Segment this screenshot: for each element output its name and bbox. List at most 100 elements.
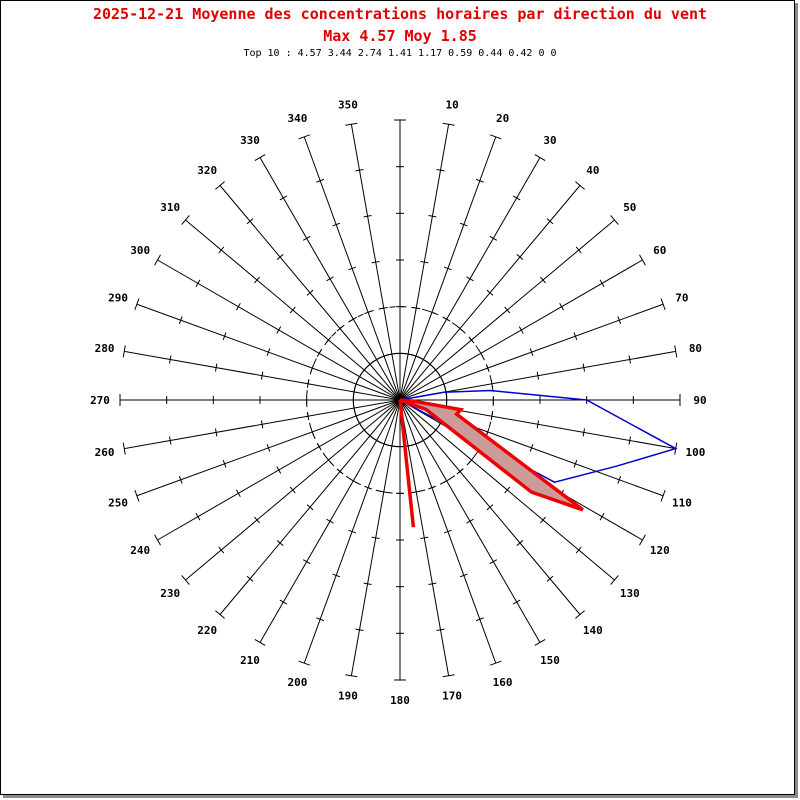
tick-80-3: [536, 371, 540, 380]
direction-label-30: 30: [543, 134, 556, 147]
tick-280-3: [260, 371, 264, 380]
direction-label-270: 270: [90, 394, 110, 407]
direction-label-220: 220: [197, 624, 217, 637]
direction-label-110: 110: [672, 497, 692, 510]
tick-190-6: [345, 674, 358, 678]
top10-label: Top 10 :: [243, 48, 298, 59]
tick-230-4: [254, 516, 260, 524]
tick-150-2: [442, 478, 451, 484]
tick-290-2: [310, 364, 315, 373]
tick-200-2: [364, 485, 373, 490]
tick-250-6: [134, 489, 140, 502]
tick-240-2: [316, 442, 322, 451]
tick-130-1: [432, 426, 439, 434]
tick-60-1: [437, 372, 443, 381]
tick-60-4: [559, 302, 565, 311]
direction-label-170: 170: [442, 689, 462, 702]
direction-label-150: 150: [540, 654, 560, 667]
tick-140-5: [546, 575, 554, 582]
tick-200-3: [348, 529, 357, 534]
tick-20-5: [475, 178, 484, 183]
tick-30-4: [489, 235, 498, 241]
tick-30-3: [466, 276, 474, 282]
tick-280-4: [214, 363, 218, 372]
tick-300-6: [154, 254, 161, 266]
chart-stats: Max 4.57 Moy 1.85: [323, 27, 477, 45]
direction-labels: 10 20 30 40 50 60 70 80 90 100 110 120 130 140 150 160 1…: [90, 99, 707, 707]
tick-50-3: [504, 306, 511, 314]
tick-200-1: [380, 442, 388, 446]
tick-50-1: [432, 366, 439, 374]
tick-140-2: [456, 468, 464, 475]
tick-50-2: [468, 336, 475, 344]
tick-220-4: [276, 540, 284, 546]
direction-label-240: 240: [130, 544, 150, 557]
tick-30-2: [442, 316, 451, 322]
tick-110-3: [529, 443, 534, 452]
tick-250-2: [310, 427, 315, 436]
tick-140-1: [426, 432, 434, 439]
tick-190-3: [371, 536, 380, 540]
tick-220-1: [366, 432, 374, 439]
direction-label-300: 300: [130, 244, 150, 257]
tick-300-5: [195, 279, 201, 288]
direction-label-260: 260: [95, 446, 115, 459]
tick-170-3: [420, 536, 429, 540]
tick-260-5: [169, 436, 172, 445]
tick-150-4: [489, 559, 498, 565]
tick-350-4: [363, 214, 372, 218]
tick-40-1: [426, 361, 434, 368]
tick-20-3: [443, 266, 452, 271]
direction-label-160: 160: [493, 676, 513, 689]
direction-label-180: 180: [390, 694, 410, 707]
tick-170-6: [442, 674, 455, 678]
tick-80-5: [628, 355, 631, 364]
tick-190-4: [363, 582, 372, 586]
tick-330-1: [372, 357, 381, 363]
tick-120-5: [599, 512, 605, 521]
tick-150-5: [512, 599, 521, 605]
series-line-2: [398, 399, 416, 528]
tick-60-5: [599, 279, 605, 288]
tick-260-1: [352, 404, 356, 413]
tick-310-6: [181, 215, 190, 225]
tick-340-3: [348, 266, 357, 271]
direction-label-290: 290: [108, 291, 128, 304]
tick-50-6: [610, 215, 619, 225]
tick-70-1: [442, 380, 446, 388]
tick-190-1: [387, 444, 396, 448]
tick-50-5: [575, 246, 582, 254]
tick-300-2: [316, 349, 322, 358]
tick-240-1: [357, 419, 363, 428]
tick-330-3: [326, 276, 334, 282]
tick-260-6: [122, 442, 126, 455]
tick-160-3: [443, 529, 452, 534]
tick-310-4: [254, 276, 260, 284]
tick-260-4: [214, 428, 218, 437]
tick-320-2: [336, 325, 344, 332]
direction-label-190: 190: [338, 689, 358, 702]
tick-240-3: [276, 466, 282, 474]
tick-110-5: [617, 475, 622, 484]
direction-label-120: 120: [650, 544, 670, 557]
tick-10-2: [412, 306, 421, 310]
tick-70-4: [573, 332, 578, 341]
tick-230-3: [289, 486, 296, 494]
tick-140-4: [516, 540, 524, 546]
tick-290-6: [134, 298, 140, 311]
tick-340-6: [298, 134, 311, 140]
tick-70-6: [660, 298, 666, 311]
tick-70-5: [617, 316, 622, 325]
tick-200-5: [316, 617, 325, 622]
tick-350-1: [387, 352, 396, 356]
tick-310-3: [289, 306, 296, 314]
tick-160-2: [427, 485, 436, 490]
tick-350-3: [371, 260, 380, 264]
tick-30-5: [512, 195, 521, 201]
tick-10-1: [404, 352, 413, 356]
series-layer: [397, 389, 678, 528]
tick-140-6: [575, 610, 585, 619]
top10-values: 4.57 3.44 2.74 1.41 1.17 0.59 0.44 0.42 …: [297, 48, 557, 59]
tick-80-4: [582, 363, 586, 372]
tick-70-3: [529, 348, 534, 357]
